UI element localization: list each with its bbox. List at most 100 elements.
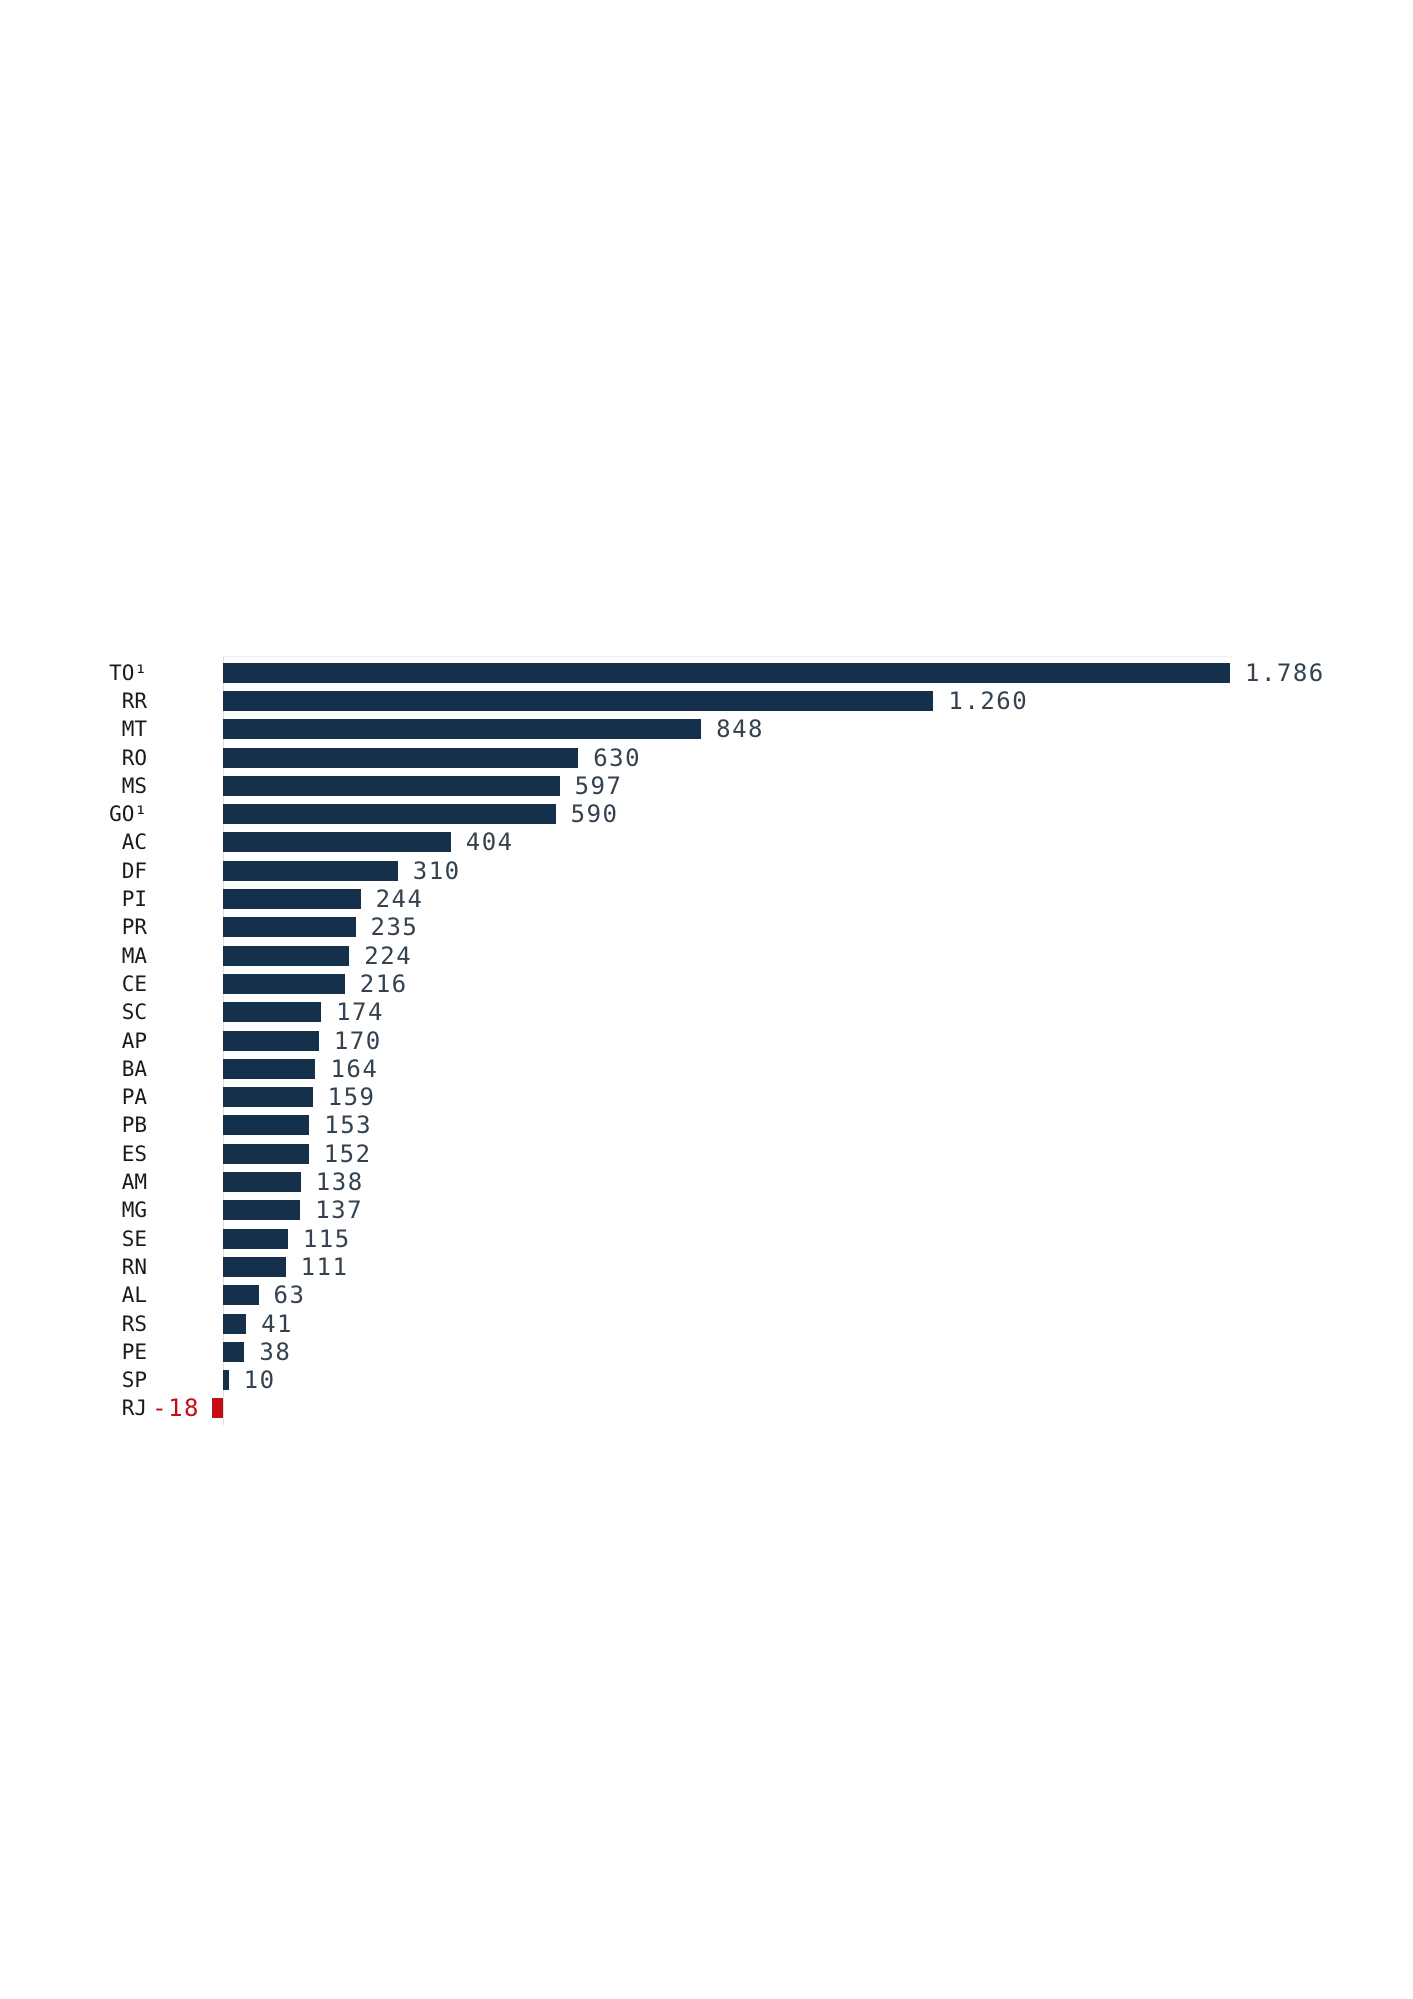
value-label: 138 xyxy=(315,1168,364,1196)
bar xyxy=(212,1398,223,1419)
bar xyxy=(223,889,361,909)
value-label: 10 xyxy=(243,1366,276,1395)
category-label: ES xyxy=(121,1141,147,1166)
bar-row: PE 38 xyxy=(90,1338,1390,1366)
bar xyxy=(223,860,398,881)
bar-row: PR 235 xyxy=(90,913,1390,941)
value-label: 848 xyxy=(716,715,764,744)
category-label: PR xyxy=(121,915,147,940)
value-label: 152 xyxy=(323,1139,372,1168)
bar-row: TO¹ 1.786 xyxy=(90,659,1390,687)
bar-row: PB 153 xyxy=(90,1111,1390,1139)
value-label: 224 xyxy=(364,941,413,970)
bar-row: BA 164 xyxy=(90,1055,1390,1083)
bar-row: MS 597 xyxy=(90,772,1390,800)
value-label: 38 xyxy=(259,1337,292,1366)
bar-row: CE 216 xyxy=(90,970,1390,998)
bar xyxy=(223,1341,245,1362)
value-label: 216 xyxy=(359,969,408,998)
bar-row: MT 848 xyxy=(90,715,1390,743)
bar-row: RJ -18 xyxy=(90,1394,1390,1422)
category-label: MA xyxy=(121,943,147,968)
bar-row: SE 115 xyxy=(90,1225,1390,1253)
bar xyxy=(223,1285,259,1306)
category-label: GO¹ xyxy=(109,802,147,827)
value-label: 630 xyxy=(593,743,642,772)
bar-row: SC 174 xyxy=(90,998,1390,1026)
bar-row: RS 41 xyxy=(90,1310,1390,1338)
bar-row: DF 310 xyxy=(90,857,1390,885)
category-label: RR xyxy=(121,688,147,713)
value-label: 137 xyxy=(315,1196,364,1225)
bar-row: AL 63 xyxy=(90,1281,1390,1309)
bar xyxy=(223,1115,310,1136)
bar-row: RR 1.260 xyxy=(90,687,1390,715)
value-label: 174 xyxy=(336,998,384,1027)
category-label: AC xyxy=(121,830,147,855)
value-label: 235 xyxy=(370,913,419,942)
bar xyxy=(223,1313,247,1334)
category-label: SC xyxy=(121,1000,147,1025)
category-label: CE xyxy=(121,971,147,996)
bar-row: SP 10 xyxy=(90,1366,1390,1394)
value-label: -18 xyxy=(152,1394,200,1423)
value-label: 63 xyxy=(273,1281,306,1310)
category-label: TO¹ xyxy=(109,660,147,685)
bar xyxy=(223,1087,313,1108)
bar xyxy=(223,690,934,711)
category-label: PB xyxy=(121,1113,147,1138)
category-label: PE xyxy=(121,1339,147,1364)
value-label: 115 xyxy=(302,1224,351,1253)
bar xyxy=(223,1172,301,1192)
bar-row: PI 244 xyxy=(90,885,1390,913)
value-label: 590 xyxy=(570,800,619,829)
category-label: RN xyxy=(121,1254,147,1279)
value-label: 111 xyxy=(300,1252,349,1281)
value-label: 1.260 xyxy=(948,686,1029,715)
bar-row: PA 159 xyxy=(90,1083,1390,1111)
category-label: RS xyxy=(121,1311,147,1336)
value-label: 404 xyxy=(465,828,514,857)
value-label: 597 xyxy=(574,771,623,800)
bar-row: AC 404 xyxy=(90,828,1390,856)
category-label: MT xyxy=(121,717,147,742)
category-label: AP xyxy=(121,1028,147,1053)
bar-row: RN 111 xyxy=(90,1253,1390,1281)
bar-row: MA 224 xyxy=(90,942,1390,970)
bar xyxy=(223,719,702,740)
category-label: RJ xyxy=(121,1396,147,1421)
category-label: SP xyxy=(121,1368,147,1393)
value-label: 41 xyxy=(261,1309,294,1338)
category-label: PA xyxy=(121,1085,147,1110)
value-label: 153 xyxy=(324,1111,373,1140)
category-label: BA xyxy=(121,1056,147,1081)
category-label: MS xyxy=(121,773,147,798)
bar xyxy=(223,1200,301,1221)
bar xyxy=(223,1370,229,1391)
bar-row: RO 630 xyxy=(90,744,1390,772)
category-label: AM xyxy=(121,1170,147,1194)
plot-top-border xyxy=(223,656,1233,657)
bar xyxy=(223,973,345,994)
category-label: AL xyxy=(121,1283,147,1308)
value-label: 159 xyxy=(327,1083,376,1112)
bar xyxy=(223,1143,309,1164)
value-label: 310 xyxy=(412,856,461,885)
category-label: DF xyxy=(121,858,147,883)
category-label: MG xyxy=(121,1198,147,1223)
bar xyxy=(223,662,1230,683)
category-label: PI xyxy=(121,887,147,911)
bar-row: ES 152 xyxy=(90,1140,1390,1168)
bar xyxy=(223,1002,322,1023)
category-label: SE xyxy=(121,1226,147,1251)
bar xyxy=(223,1030,319,1051)
bar xyxy=(223,804,556,825)
category-label: RO xyxy=(121,745,147,770)
bar xyxy=(223,747,579,768)
bar xyxy=(223,832,451,853)
bar xyxy=(223,1058,316,1079)
bar-row: AP 170 xyxy=(90,1027,1390,1055)
bar xyxy=(223,1228,288,1249)
bar xyxy=(223,945,350,966)
